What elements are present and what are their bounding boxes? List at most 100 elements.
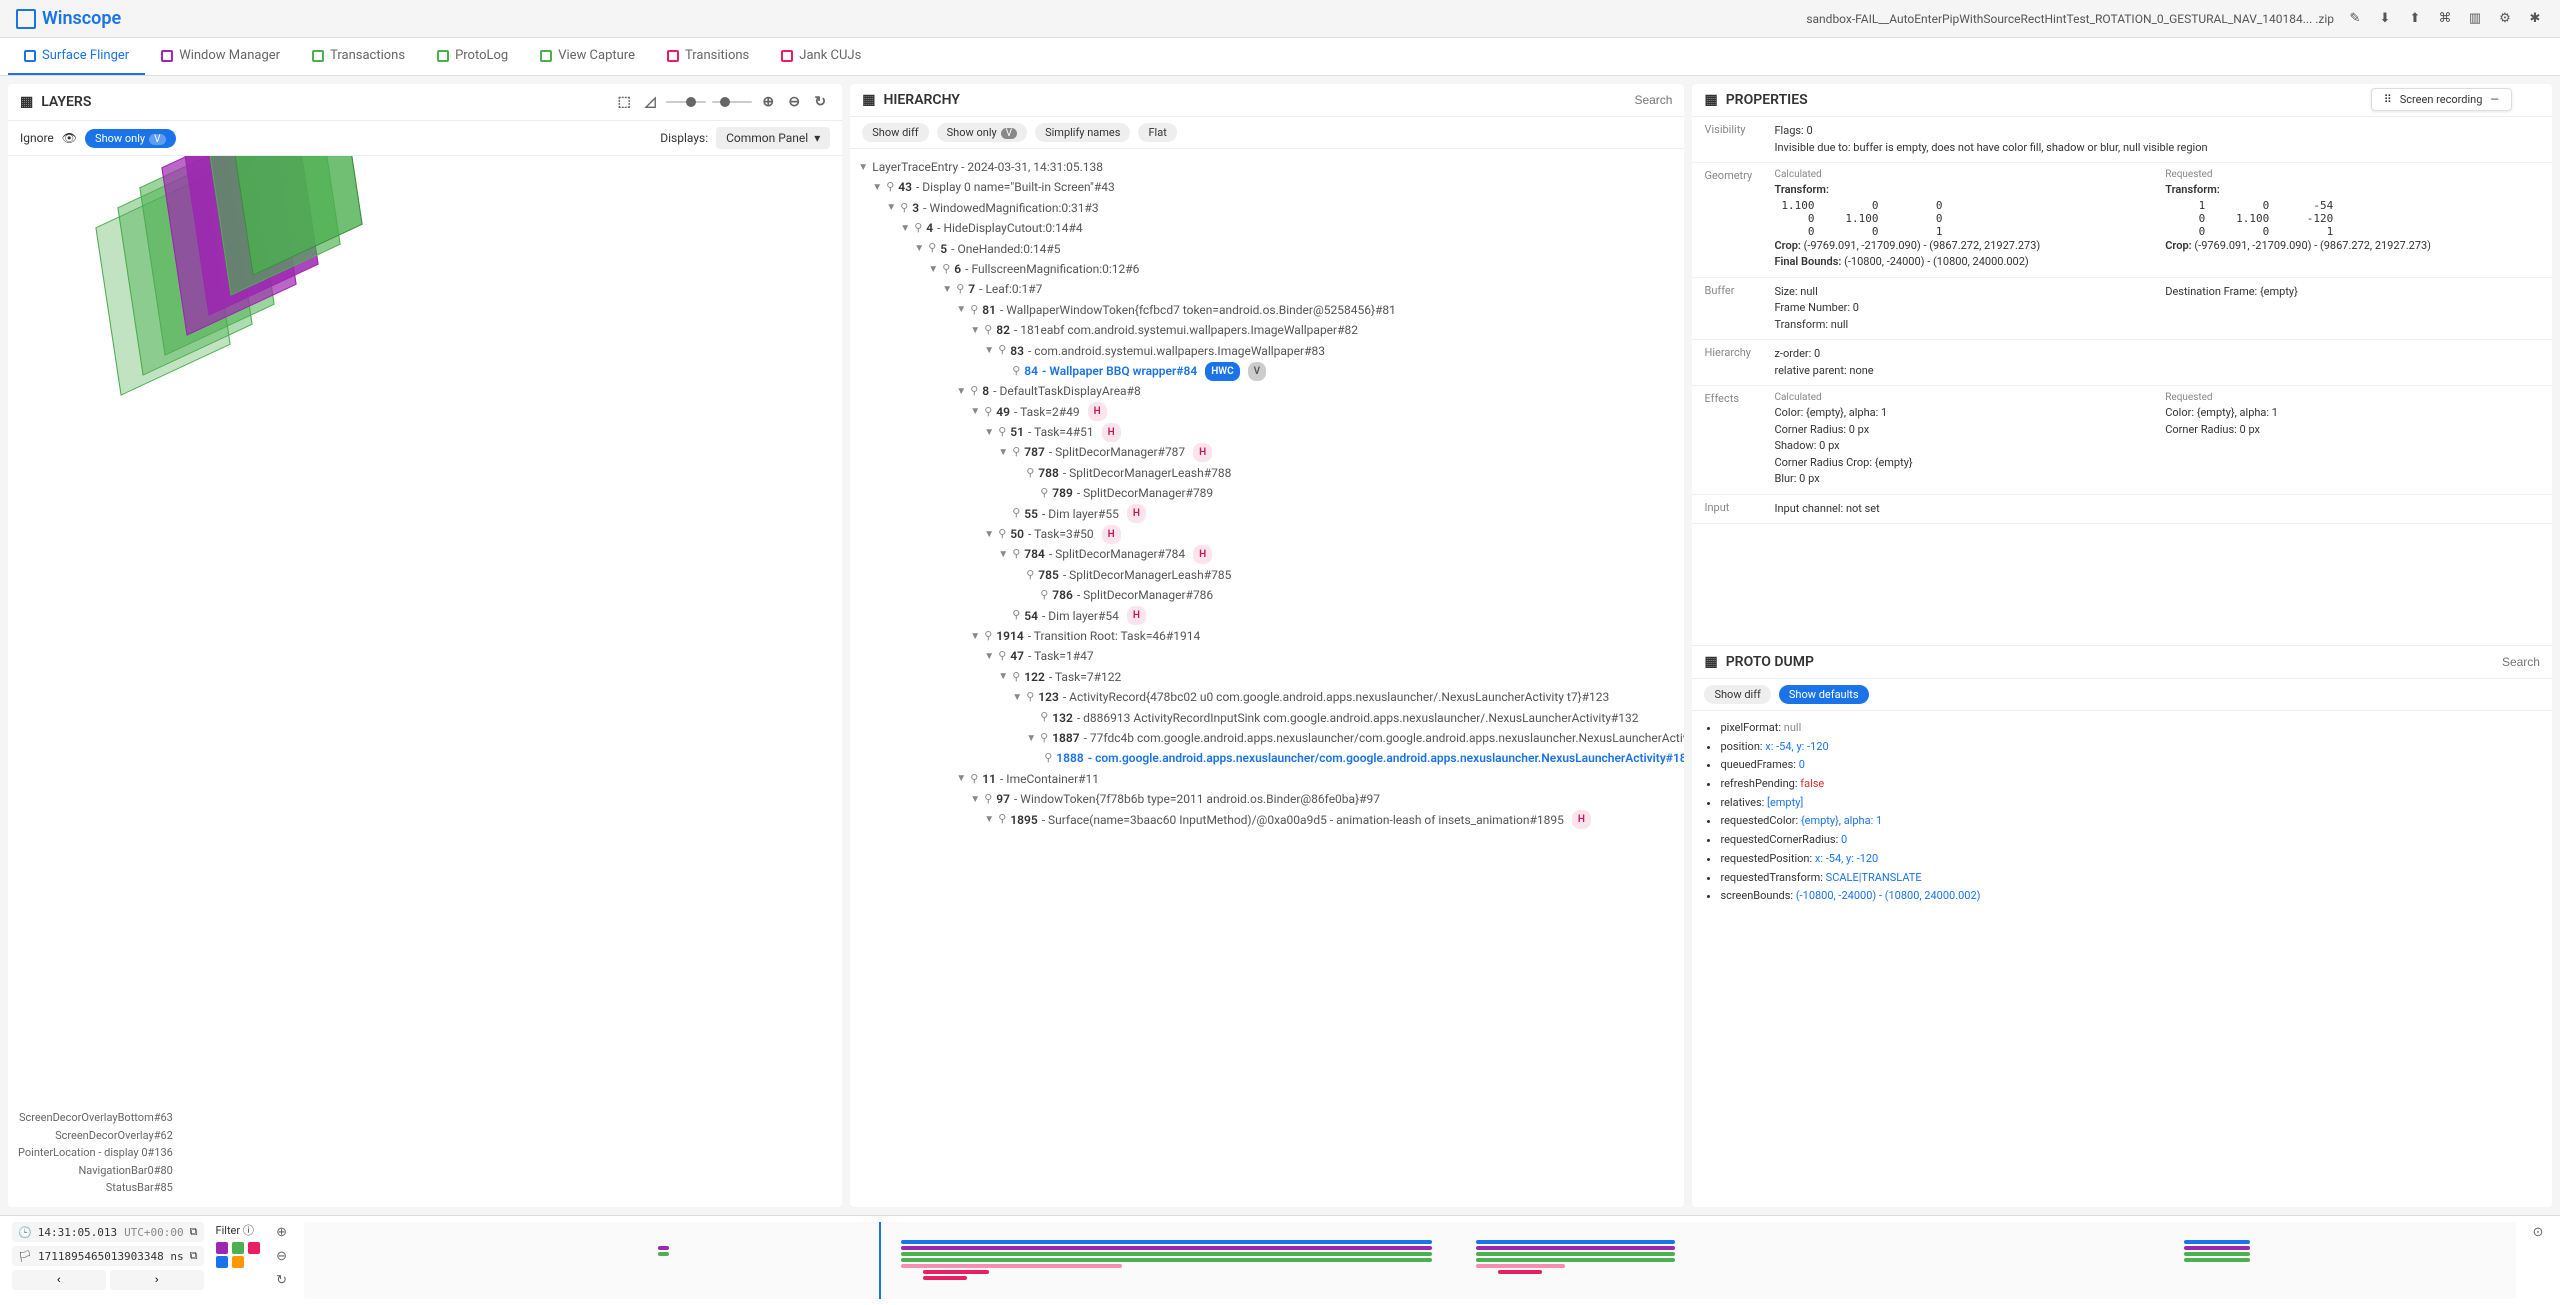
tab-protolog[interactable]: ProtoLog <box>421 38 524 75</box>
simplify-chip[interactable]: Simplify names <box>1035 123 1130 142</box>
tree-node[interactable]: ▼LayerTraceEntry - 2024-03-31, 14:31:05.… <box>858 157 1676 177</box>
tree-node[interactable]: ▼⚲5 - OneHanded:0:14#5 <box>858 239 1676 259</box>
layers-panel: ▦ LAYERS ⬚ ◿ ⊕ ⊖ ↻ Ignore 👁 Show onlyV <box>8 84 842 1207</box>
properties-title: PROPERTIES <box>1726 92 1808 108</box>
expand-icon[interactable]: ⊙ <box>2528 1222 2548 1242</box>
slider-2[interactable] <box>712 101 752 103</box>
copy-icon[interactable]: ⧉ <box>190 1249 198 1263</box>
tree-node[interactable]: ⚲54 - Dim layer#54H <box>858 606 1676 626</box>
tree-node[interactable]: ▼⚲81 - WallpaperWindowToken{fcfbcd7 toke… <box>858 300 1676 320</box>
edit-icon[interactable]: ✎ <box>2346 10 2364 28</box>
ignore-label: Ignore <box>20 131 54 145</box>
tree-node[interactable]: ▼⚲43 - Display 0 name="Built-in Screen"#… <box>858 177 1676 197</box>
cube-icon[interactable]: ⬚ <box>614 92 634 112</box>
tabs: Surface FlingerWindow ManagerTransaction… <box>0 38 2560 76</box>
angle-icon[interactable]: ◿ <box>640 92 660 112</box>
layers-title: LAYERS <box>41 94 91 110</box>
hierarchy-tree: ▼LayerTraceEntry - 2024-03-31, 14:31:05.… <box>850 149 1684 1207</box>
tree-node[interactable]: ▼⚲787 - SplitDecorManager#787H <box>858 442 1676 462</box>
proto-show-diff[interactable]: Show diff <box>1704 685 1770 704</box>
tab-transitions[interactable]: Transitions <box>651 38 765 75</box>
minimize-icon[interactable]: — <box>2490 93 2499 106</box>
tree-node[interactable]: ▼⚲6 - FullscreenMagnification:0:12#6 <box>858 259 1676 279</box>
tree-node[interactable]: ▼⚲1887 - 77fdc4b com.google.android.apps… <box>858 728 1676 748</box>
tab-window-manager[interactable]: Window Manager <box>145 38 296 75</box>
tree-node[interactable]: ▼⚲83 - com.android.systemui.wallpapers.I… <box>858 341 1676 361</box>
settings-icon[interactable]: ⚙ <box>2496 10 2514 28</box>
app-name: Winscope <box>42 8 121 29</box>
zoom-in-icon[interactable]: ⊕ <box>758 92 778 112</box>
tab-surface-flinger[interactable]: Surface Flinger <box>8 38 145 75</box>
prev-button[interactable]: ‹ <box>12 1270 106 1290</box>
displays-select[interactable]: Common Panel▾ <box>716 127 830 149</box>
tree-node[interactable]: ▼⚲7 - Leaf:0:1#7 <box>858 279 1676 299</box>
tree-node[interactable]: ⚲132 - d886913 ActivityRecordInputSink c… <box>858 708 1676 728</box>
flat-chip[interactable]: Flat <box>1138 123 1176 142</box>
book-icon[interactable]: ▥ <box>2466 10 2484 28</box>
tree-node[interactable]: ⚲1888 - com.google.android.apps.nexuslau… <box>858 748 1676 768</box>
filename: sandbox-FAIL__AutoEnterPipWithSourceRect… <box>1806 12 2334 26</box>
tree-node[interactable]: ⚲785 - SplitDecorManagerLeash#785 <box>858 565 1676 585</box>
ns-display: 🏳1711895465013903348 ns ⧉ <box>12 1246 204 1266</box>
hierarchy-search[interactable] <box>968 93 1673 107</box>
tab-transactions[interactable]: Transactions <box>296 38 421 75</box>
tree-node[interactable]: ▼⚲123 - ActivityRecord{478bc02 u0 com.go… <box>858 687 1676 707</box>
panel-icon: ▦ <box>1704 92 1717 108</box>
tree-node[interactable]: ▼⚲49 - Task=2#49H <box>858 402 1676 422</box>
proto-list: pixelFormat: nullposition: x: -54, y: -1… <box>1700 719 2544 906</box>
hierarchy-panel: ▦ HIERARCHY Show diff Show onlyV Simplif… <box>850 84 1684 1207</box>
tree-node[interactable]: ▼⚲50 - Task=3#50H <box>858 524 1676 544</box>
tree-node[interactable]: ▼⚲1895 - Surface(name=3baac60 InputMetho… <box>858 810 1676 830</box>
proto-search[interactable] <box>1822 655 2540 669</box>
copy-icon[interactable]: ⧉ <box>190 1225 198 1239</box>
tree-node[interactable]: ▼⚲47 - Task=1#47 <box>858 646 1676 666</box>
tree-node[interactable]: ▼⚲3 - WindowedMagnification:0:31#3 <box>858 198 1676 218</box>
tree-node[interactable]: ⚲786 - SplitDecorManager#786 <box>858 585 1676 605</box>
time-display: 🕒14:31:05.013 UTC+00:00 ⧉ <box>12 1222 204 1242</box>
proto-dump-title: PROTO DUMP <box>1726 654 1814 670</box>
keyboard-icon[interactable]: ⌘ <box>2436 10 2454 28</box>
screen-recording-pill[interactable]: ⠿ Screen recording — <box>2371 88 2512 111</box>
tree-node[interactable]: ⚲788 - SplitDecorManagerLeash#788 <box>858 463 1676 483</box>
tree-node[interactable]: ▼⚲4 - HideDisplayCutout:0:14#4 <box>858 218 1676 238</box>
tree-node[interactable]: ▼⚲97 - WindowToken{7f78b6b type=2011 and… <box>858 789 1676 809</box>
bug-icon[interactable]: ✱ <box>2526 10 2544 28</box>
next-button[interactable]: › <box>110 1270 204 1290</box>
eye-icon[interactable]: 👁 <box>62 131 77 145</box>
drag-icon: ⠿ <box>2384 93 2392 106</box>
zoom-in-icon[interactable]: ⊕ <box>272 1222 292 1242</box>
tree-node[interactable]: ▼⚲784 - SplitDecorManager#784H <box>858 544 1676 564</box>
tree-node[interactable]: ▼⚲122 - Task=7#122 <box>858 667 1676 687</box>
zoom-out-icon[interactable]: ⊖ <box>784 92 804 112</box>
slider-1[interactable] <box>666 101 706 103</box>
tree-node[interactable]: ⚲55 - Dim layer#55H <box>858 504 1676 524</box>
proto-show-defaults[interactable]: Show defaults <box>1779 685 1869 704</box>
timeline-tracks[interactable] <box>304 1222 2516 1299</box>
zoom-out-icon[interactable]: ⊖ <box>272 1246 292 1266</box>
logo-icon <box>16 9 36 29</box>
show-only-chip[interactable]: Show onlyV <box>85 129 175 148</box>
reset-icon[interactable]: ↻ <box>272 1270 292 1290</box>
show-diff-chip[interactable]: Show diff <box>862 123 928 142</box>
tree-node[interactable]: ⚲789 - SplitDecorManager#789 <box>858 483 1676 503</box>
tree-node[interactable]: ▼⚲8 - DefaultTaskDisplayArea#8 <box>858 381 1676 401</box>
tree-node[interactable]: ▼⚲1914 - Transition Root: Task=46#1914 <box>858 626 1676 646</box>
tree-node[interactable]: ▼⚲11 - ImeContainer#11 <box>858 769 1676 789</box>
tab-jank-cujs[interactable]: Jank CUJs <box>765 38 877 75</box>
panel-icon: ▦ <box>1704 654 1717 670</box>
upload-icon[interactable]: ⬆ <box>2406 10 2424 28</box>
app-logo[interactable]: Winscope <box>16 8 121 29</box>
help-icon[interactable]: ⓘ <box>243 1224 254 1237</box>
timeline: 🕒14:31:05.013 UTC+00:00 ⧉ 🏳1711895465013… <box>0 1215 2560 1305</box>
download-icon[interactable]: ⬇ <box>2376 10 2394 28</box>
tab-view-capture[interactable]: View Capture <box>524 38 651 75</box>
tree-node[interactable]: ▼⚲82 - 181eabf com.android.systemui.wall… <box>858 320 1676 340</box>
tree-node[interactable]: ⚲84 - Wallpaper BBQ wrapper#84HWCV <box>858 361 1676 381</box>
show-only-chip[interactable]: Show onlyV <box>937 123 1027 142</box>
layers-canvas[interactable]: ScreenDecorOverlayBottom#63ScreenDecorOv… <box>8 156 842 1207</box>
tree-node[interactable]: ▼⚲51 - Task=4#51H <box>858 422 1676 442</box>
properties-panel: ▦ PROPERTIES ⠿ Screen recording — Visibi… <box>1692 84 2552 1207</box>
hierarchy-title: HIERARCHY <box>883 92 959 108</box>
panel-icon: ▦ <box>20 94 33 110</box>
refresh-icon[interactable]: ↻ <box>810 92 830 112</box>
